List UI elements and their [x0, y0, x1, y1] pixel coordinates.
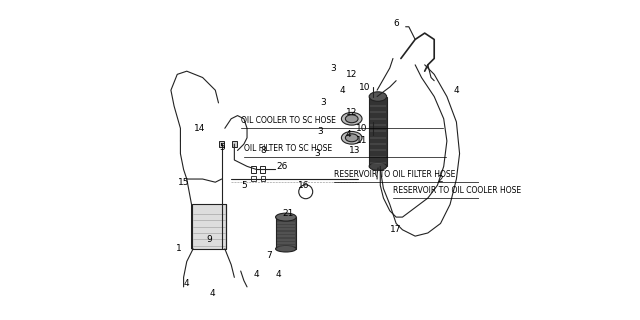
- Bar: [191, 204, 227, 249]
- Text: 11: 11: [355, 136, 367, 146]
- Text: 3: 3: [317, 127, 323, 136]
- Text: 3: 3: [314, 149, 320, 158]
- Bar: [276, 217, 296, 249]
- Text: 10: 10: [358, 83, 370, 92]
- Text: 12: 12: [346, 108, 357, 117]
- Text: RESERVOIR TO OIL COOLER HOSE: RESERVOIR TO OIL COOLER HOSE: [393, 186, 521, 195]
- Text: RESERVOIR TO OIL FILTER HOSE: RESERVOIR TO OIL FILTER HOSE: [334, 170, 456, 179]
- Text: 13: 13: [349, 146, 361, 155]
- Text: 4: 4: [339, 86, 345, 95]
- Text: 1: 1: [176, 244, 182, 253]
- Ellipse shape: [276, 246, 296, 252]
- Text: 3: 3: [320, 99, 326, 108]
- Bar: [260, 166, 266, 173]
- Text: 14: 14: [194, 124, 205, 133]
- Text: 5: 5: [241, 181, 247, 190]
- Ellipse shape: [369, 162, 387, 170]
- Ellipse shape: [341, 112, 362, 125]
- Bar: [251, 166, 256, 173]
- Ellipse shape: [346, 134, 358, 142]
- Text: 26: 26: [276, 162, 287, 171]
- Text: 4: 4: [209, 289, 215, 298]
- Bar: [369, 97, 387, 166]
- Bar: [251, 176, 255, 180]
- Text: 4: 4: [454, 86, 460, 95]
- Text: 21: 21: [283, 209, 294, 219]
- Text: 8: 8: [260, 146, 266, 155]
- Text: 16: 16: [298, 181, 310, 190]
- Text: 4: 4: [346, 130, 351, 139]
- Text: 4: 4: [276, 270, 282, 279]
- Text: 3: 3: [330, 63, 335, 73]
- Text: 4: 4: [253, 270, 259, 279]
- Text: OIL COOLER TO SC HOSE: OIL COOLER TO SC HOSE: [241, 116, 335, 125]
- Text: 4: 4: [184, 279, 189, 288]
- Ellipse shape: [369, 92, 387, 101]
- Text: 9: 9: [206, 235, 212, 244]
- Text: 6: 6: [393, 19, 399, 28]
- Ellipse shape: [276, 213, 296, 221]
- Ellipse shape: [341, 132, 362, 144]
- Text: OIL FILTER TO SC HOSE: OIL FILTER TO SC HOSE: [244, 144, 332, 153]
- Text: 15: 15: [178, 178, 189, 187]
- Bar: [220, 141, 224, 147]
- Text: 12: 12: [346, 70, 357, 79]
- Text: 17: 17: [390, 225, 402, 234]
- Text: 7: 7: [266, 251, 272, 260]
- Text: 2: 2: [438, 174, 444, 184]
- Text: 5: 5: [219, 143, 225, 152]
- Text: 10: 10: [355, 124, 367, 133]
- Bar: [232, 141, 237, 147]
- Ellipse shape: [346, 115, 358, 123]
- Bar: [260, 176, 265, 180]
